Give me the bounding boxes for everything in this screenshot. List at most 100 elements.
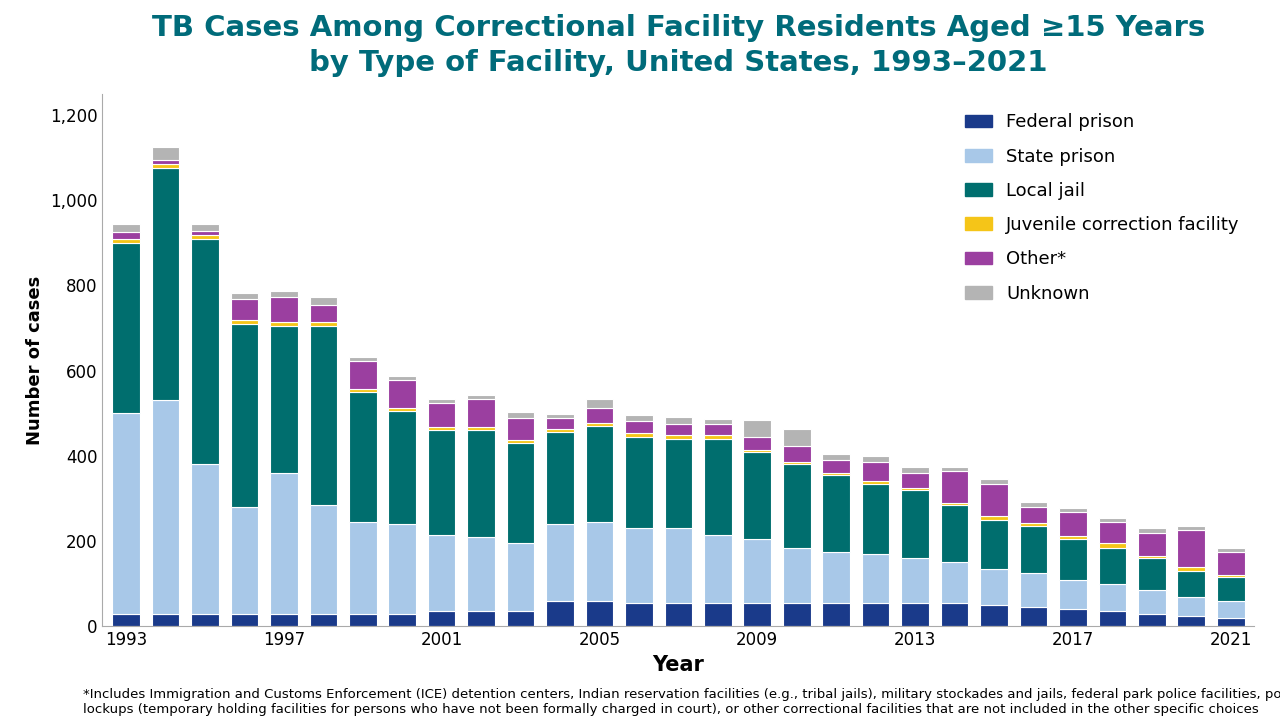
Bar bbox=[980, 569, 1007, 605]
Bar bbox=[467, 537, 495, 611]
Bar bbox=[1138, 533, 1166, 556]
Bar bbox=[428, 399, 456, 403]
Bar bbox=[1059, 580, 1087, 609]
Bar bbox=[1217, 547, 1244, 552]
Bar bbox=[388, 380, 416, 408]
Bar bbox=[823, 473, 850, 475]
Bar bbox=[1217, 600, 1244, 618]
Bar bbox=[823, 454, 850, 460]
Bar bbox=[230, 507, 259, 613]
Bar bbox=[901, 558, 929, 603]
Bar bbox=[507, 544, 535, 611]
Bar bbox=[1020, 607, 1047, 626]
Bar bbox=[270, 326, 298, 473]
Bar bbox=[310, 297, 337, 305]
Bar bbox=[1178, 616, 1204, 626]
Bar bbox=[1138, 558, 1166, 590]
Bar bbox=[664, 423, 692, 436]
Bar bbox=[467, 399, 495, 427]
Bar bbox=[152, 613, 179, 626]
Bar bbox=[191, 464, 219, 613]
Bar bbox=[547, 600, 573, 626]
Bar bbox=[1098, 518, 1126, 522]
Bar bbox=[507, 440, 535, 443]
Bar bbox=[467, 611, 495, 626]
Title: TB Cases Among Correctional Facility Residents Aged ≥15 Years
by Type of Facilit: TB Cases Among Correctional Facility Res… bbox=[152, 14, 1204, 77]
Bar bbox=[664, 417, 692, 423]
Bar bbox=[941, 603, 969, 626]
Bar bbox=[1020, 523, 1047, 526]
Bar bbox=[230, 320, 259, 324]
Bar bbox=[941, 503, 969, 505]
Bar bbox=[467, 395, 495, 399]
Bar bbox=[941, 505, 969, 562]
Bar bbox=[783, 547, 810, 603]
Bar bbox=[744, 539, 771, 603]
Bar bbox=[230, 324, 259, 507]
Bar bbox=[704, 419, 732, 423]
Bar bbox=[152, 160, 179, 164]
Bar bbox=[1098, 547, 1126, 584]
Bar bbox=[507, 611, 535, 626]
Bar bbox=[744, 420, 771, 437]
Bar bbox=[152, 400, 179, 613]
Bar bbox=[230, 299, 259, 320]
Bar bbox=[901, 488, 929, 490]
Bar bbox=[310, 323, 337, 326]
Bar bbox=[547, 524, 573, 600]
Bar bbox=[861, 603, 890, 626]
Bar bbox=[547, 414, 573, 418]
Bar bbox=[823, 475, 850, 552]
Bar bbox=[625, 528, 653, 603]
Bar bbox=[270, 613, 298, 626]
Bar bbox=[861, 462, 890, 482]
Bar bbox=[113, 224, 140, 232]
Bar bbox=[191, 225, 219, 231]
Bar bbox=[349, 356, 376, 361]
Bar bbox=[704, 436, 732, 439]
Bar bbox=[467, 427, 495, 431]
Bar bbox=[310, 305, 337, 323]
Bar bbox=[783, 429, 810, 446]
Bar bbox=[664, 528, 692, 603]
Bar bbox=[783, 446, 810, 462]
Bar bbox=[664, 603, 692, 626]
Bar bbox=[823, 460, 850, 473]
Bar bbox=[980, 484, 1007, 516]
Bar bbox=[1217, 618, 1244, 626]
Bar bbox=[507, 418, 535, 440]
Bar bbox=[625, 437, 653, 528]
Bar bbox=[1217, 577, 1244, 600]
Bar bbox=[586, 423, 613, 426]
X-axis label: Year: Year bbox=[653, 654, 704, 675]
Bar bbox=[901, 473, 929, 488]
Bar bbox=[744, 451, 771, 539]
Bar bbox=[388, 613, 416, 626]
Bar bbox=[704, 439, 732, 535]
Bar bbox=[823, 552, 850, 603]
Bar bbox=[230, 613, 259, 626]
Bar bbox=[1138, 528, 1166, 533]
Bar bbox=[901, 467, 929, 473]
Bar bbox=[507, 443, 535, 544]
Bar bbox=[388, 408, 416, 411]
Bar bbox=[270, 323, 298, 326]
Bar bbox=[586, 426, 613, 522]
Bar bbox=[547, 429, 573, 433]
Bar bbox=[152, 168, 179, 400]
Text: *Includes Immigration and Customs Enforcement (ICE) detention centers, Indian re: *Includes Immigration and Customs Enforc… bbox=[83, 688, 1280, 716]
Bar bbox=[1098, 522, 1126, 544]
Bar bbox=[901, 603, 929, 626]
Bar bbox=[783, 462, 810, 464]
Bar bbox=[428, 403, 456, 427]
Bar bbox=[744, 603, 771, 626]
Bar bbox=[625, 603, 653, 626]
Bar bbox=[586, 522, 613, 600]
Bar bbox=[744, 449, 771, 451]
Bar bbox=[1020, 573, 1047, 607]
Bar bbox=[625, 421, 653, 433]
Bar bbox=[152, 147, 179, 160]
Bar bbox=[1059, 536, 1087, 539]
Bar bbox=[113, 613, 140, 626]
Bar bbox=[980, 516, 1007, 520]
